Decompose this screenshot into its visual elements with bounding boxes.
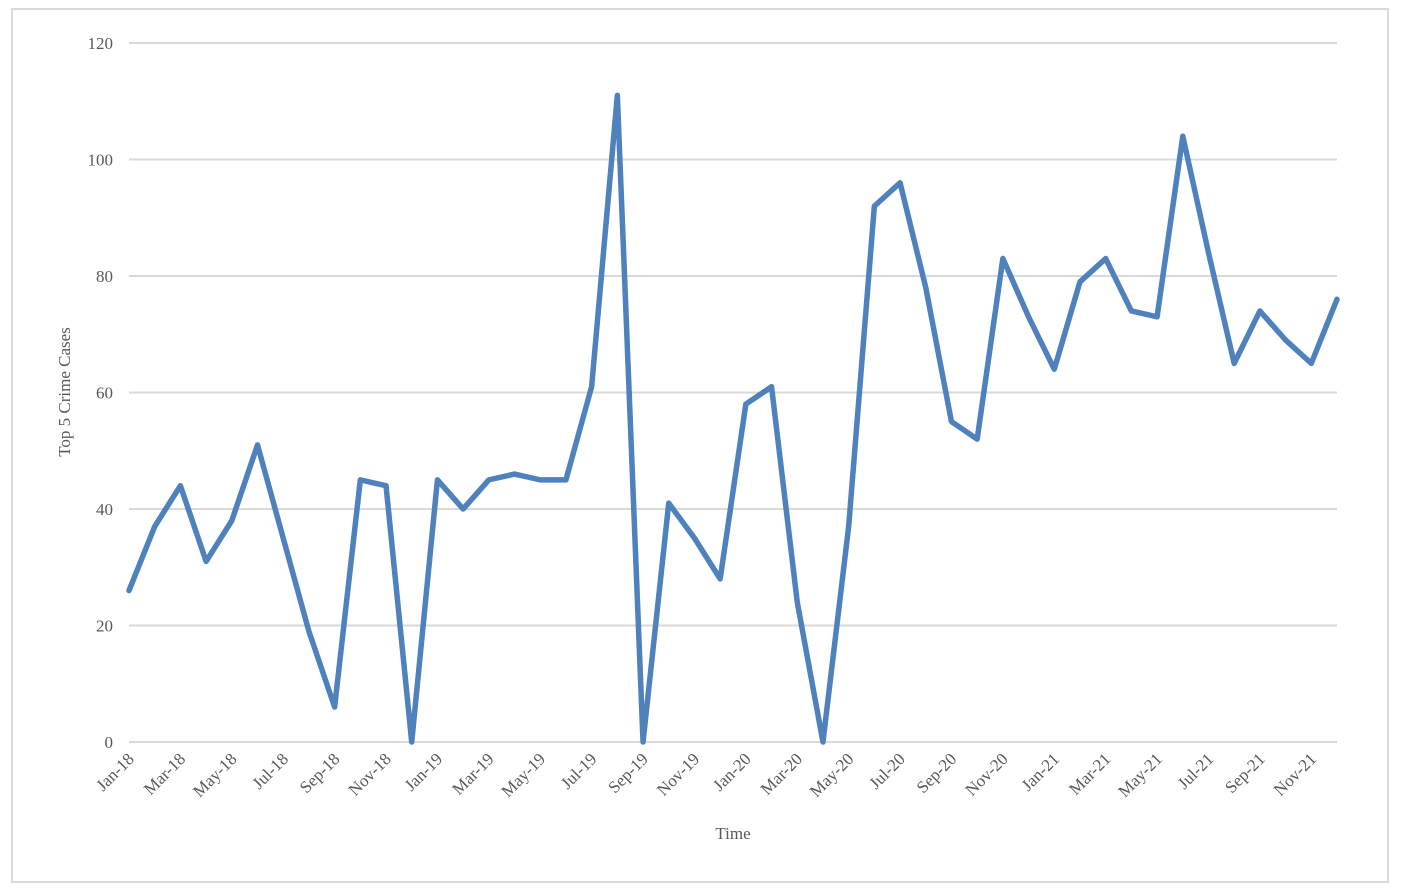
data-line: [126, 92, 1340, 745]
y-tick-label: 40: [96, 500, 113, 519]
y-tick-label: 20: [96, 617, 113, 636]
x-axis-title: Time: [715, 824, 750, 843]
y-axis-title: Top 5 Crime Cases: [55, 327, 74, 457]
y-tick-label: 60: [96, 384, 113, 403]
y-tick-label: 120: [88, 34, 114, 53]
y-tick-label: 80: [96, 267, 113, 286]
y-tick-label: 0: [105, 733, 114, 752]
chart-frame: [11, 8, 1389, 883]
y-tick-label: 100: [88, 151, 114, 170]
